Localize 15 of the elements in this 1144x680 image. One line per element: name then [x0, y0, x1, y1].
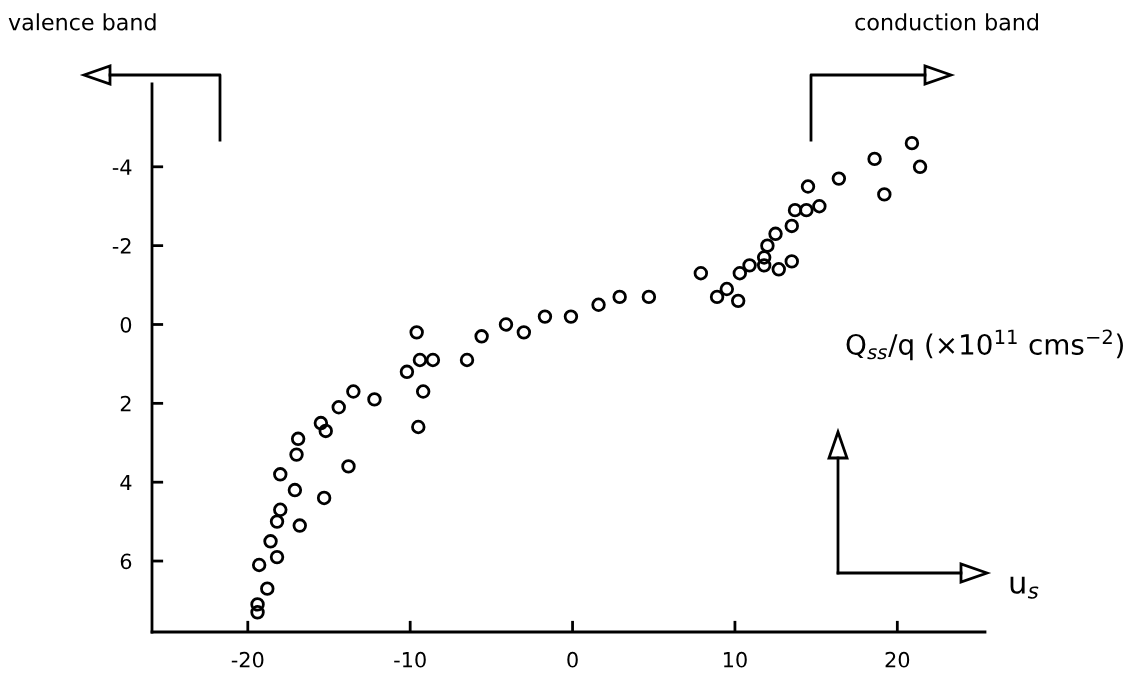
- x-tick-label: 20: [885, 651, 910, 668]
- y-tick-label: 6: [120, 553, 132, 570]
- x-axis-title: u$_{s}$: [1010, 576, 1039, 599]
- y-axis-title: Q$_{ss}$/q (×10$^{11}$ cms$^{−2}$): [846, 329, 1123, 361]
- y-tick-label: -2: [112, 238, 131, 254]
- x-tick-label: -20: [231, 651, 264, 668]
- x-tick-label: 10: [723, 651, 747, 668]
- text: valence band: [8, 13, 156, 31]
- text: conduction band: [855, 13, 1038, 31]
- y-tick-label: 4: [120, 474, 132, 491]
- x-tick-label: -10: [394, 651, 426, 668]
- x-tick-label: 0: [567, 651, 578, 668]
- y-tick-label: -4: [112, 159, 132, 175]
- y-tick-label: 2: [120, 395, 131, 412]
- y-tick-label: 0: [120, 316, 132, 333]
